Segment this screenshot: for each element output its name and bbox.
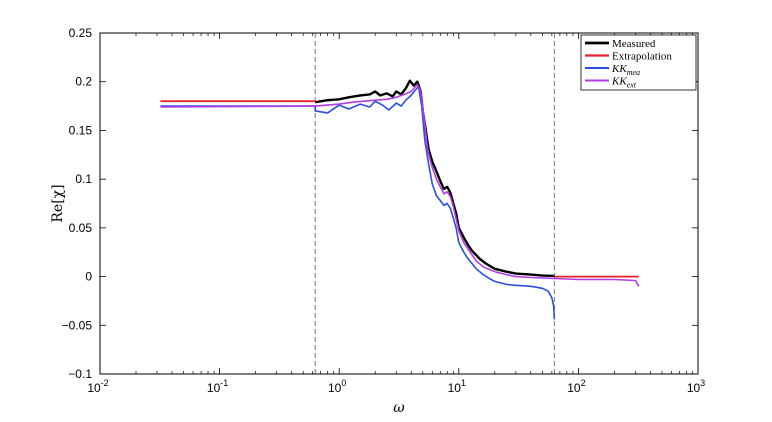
y-tick-label: −0.1 xyxy=(68,367,92,381)
series-line xyxy=(315,79,555,278)
y-tick-label: 0.2 xyxy=(75,75,92,89)
y-axis-label: Re[χ] xyxy=(50,184,66,222)
y-axis: −0.1 −0.05 0 0.05 0.1 0.15 0.2 0.25 xyxy=(62,26,698,381)
y-tick-label: −0.05 xyxy=(62,318,93,332)
legend-entry: Extrapolation xyxy=(612,51,672,63)
y-tick-label: 0.05 xyxy=(69,221,93,235)
legend-entry: KKmea xyxy=(611,63,640,77)
y-tick-label: 0.1 xyxy=(75,172,92,186)
x-tick-label: 103 xyxy=(687,378,705,395)
legend-entry: Measured xyxy=(612,38,656,50)
x-tick-label: 102 xyxy=(567,378,585,395)
x-axis-label: ω xyxy=(393,400,405,416)
x-tick-label: 101 xyxy=(448,378,466,395)
x-axis: 10-2 10-1 100 101 102 103 xyxy=(87,33,705,395)
series-layer xyxy=(160,79,640,320)
series-line xyxy=(160,83,640,287)
x-tick-label: 100 xyxy=(328,378,346,395)
x-tick-label: 10-2 xyxy=(87,378,108,395)
legend-entry: KKext xyxy=(611,76,637,90)
series-line xyxy=(160,85,556,320)
axes-frame xyxy=(99,32,699,375)
x-tick-label: 10-1 xyxy=(207,378,228,395)
y-tick-label: 0 xyxy=(85,270,92,284)
y-tick-label: 0.15 xyxy=(69,123,93,137)
y-tick-label: 0.25 xyxy=(69,26,93,40)
